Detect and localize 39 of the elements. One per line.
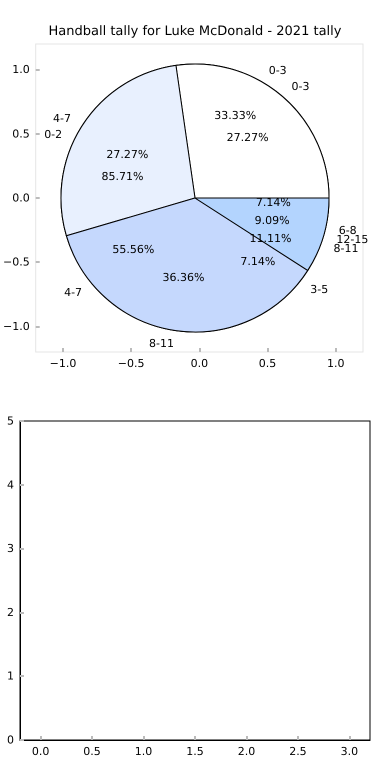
x-tick-label: 2.5 xyxy=(289,745,307,758)
x-tick-label: 1.0 xyxy=(134,745,152,758)
data-label: 55.56% xyxy=(112,243,154,256)
slice-label: 0-3 xyxy=(292,80,310,94)
x-tick-label: 0.5 xyxy=(258,357,276,370)
slice-label: 4-7 xyxy=(52,112,71,125)
x-tick-label: 0.5 xyxy=(83,745,101,758)
x-tick-label: −0.5 xyxy=(118,357,145,370)
y-tick-label: −1.0 xyxy=(2,320,30,333)
slice-label: 0-2 xyxy=(44,128,62,141)
slice-label: 0-3 xyxy=(268,64,287,77)
slice-label: 8-11 xyxy=(149,337,174,350)
y-tick-label: 5 xyxy=(7,414,14,428)
slice-label: 4-7 xyxy=(64,286,82,300)
x-tick-label: 3.0 xyxy=(340,745,358,758)
x-tick-label: 2.0 xyxy=(238,745,256,758)
slice-label: 3-5 xyxy=(310,283,328,296)
x-tick-label: −1.0 xyxy=(50,357,76,370)
data-label: 85.71% xyxy=(102,170,144,183)
x-tick-label: 1.0 xyxy=(326,357,344,370)
y-tick-label: 4 xyxy=(7,478,14,492)
y-tick-label: 0 xyxy=(7,734,14,746)
x-tick-label: 1.5 xyxy=(186,745,204,758)
x-tick-label: 0.0 xyxy=(32,745,50,758)
data-label: 7.14% xyxy=(240,254,276,268)
y-tick-label: −0.5 xyxy=(2,256,30,269)
y-tick-label: 3 xyxy=(7,542,14,556)
x-tick-label: 0.0 xyxy=(190,357,208,370)
data-label: 36.36% xyxy=(162,271,204,284)
data-label: 27.27% xyxy=(226,130,269,144)
data-label: 9.09% xyxy=(254,214,290,228)
data-label: 27.27% xyxy=(106,148,148,162)
chart-title: Handball tally for Luke McDonald - 2021 tally xyxy=(48,24,342,39)
data-label: 33.33% xyxy=(214,108,256,122)
y-tick-label: 0.5 xyxy=(12,127,30,140)
y-tick-label: 1 xyxy=(7,670,14,683)
y-tick-label: 1.0 xyxy=(12,63,30,76)
y-tick-label: 0.0 xyxy=(12,192,30,204)
y-tick-label: 2 xyxy=(7,606,14,619)
